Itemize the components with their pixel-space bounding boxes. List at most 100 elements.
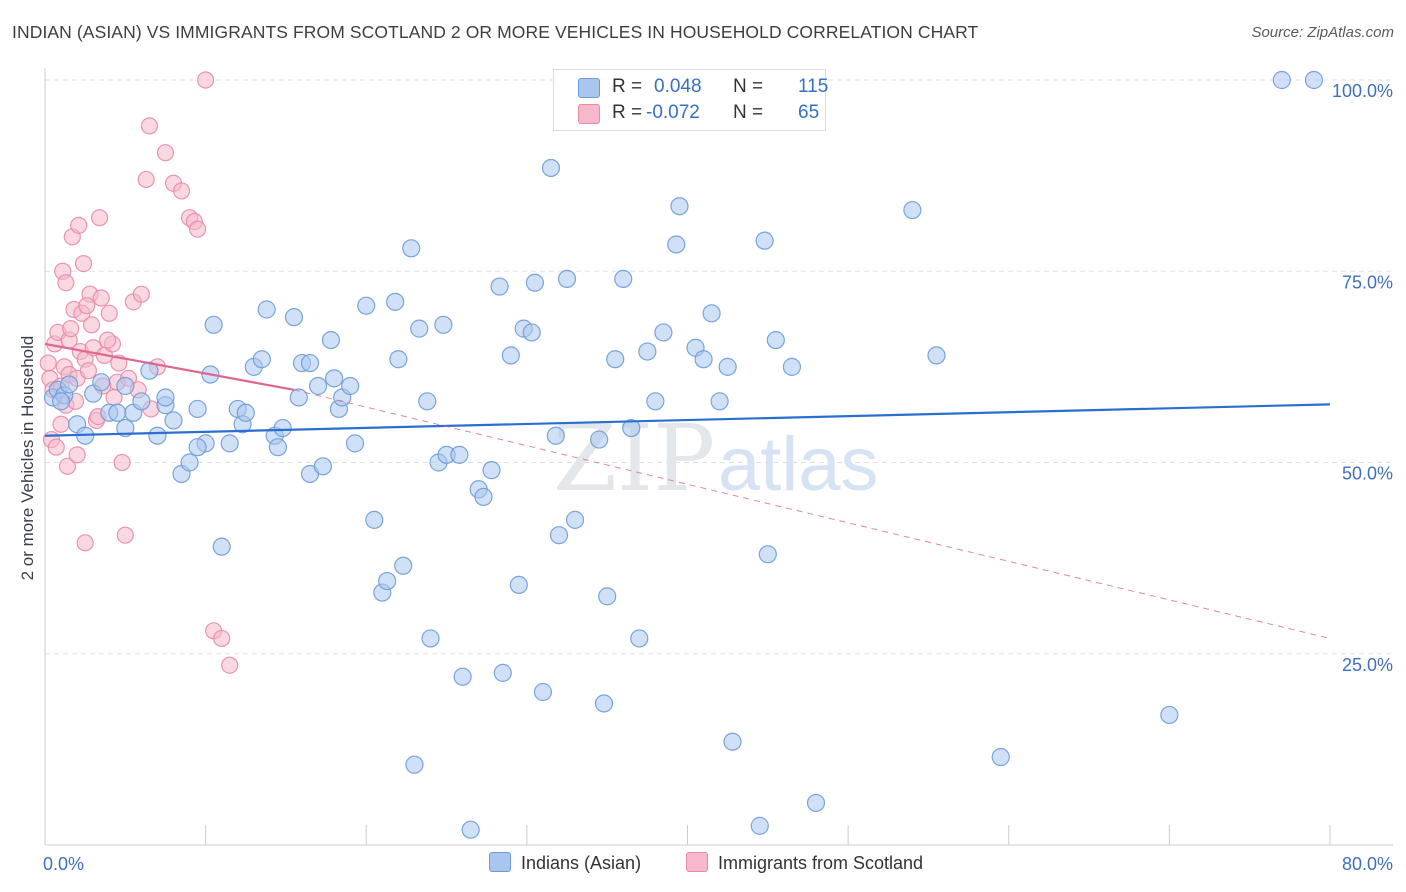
point-scotland bbox=[93, 290, 109, 306]
point-indians bbox=[366, 511, 383, 528]
point-indians bbox=[502, 347, 519, 364]
point-scotland bbox=[198, 72, 214, 88]
point-indians bbox=[326, 370, 343, 387]
scatter-chart: ZIP atlas 25.0%50.0%75.0%100.0%0.0% 80.0% bbox=[0, 0, 1406, 892]
point-indians bbox=[133, 393, 150, 410]
point-scotland bbox=[58, 275, 74, 291]
point-indians bbox=[253, 351, 270, 368]
point-indians bbox=[165, 412, 182, 429]
point-indians bbox=[724, 733, 741, 750]
point-indians bbox=[1273, 72, 1290, 89]
legend-label-scotland: Immigrants from Scotland bbox=[718, 853, 923, 873]
point-indians bbox=[668, 236, 685, 253]
point-scotland bbox=[133, 286, 149, 302]
point-scotland bbox=[53, 416, 69, 432]
point-indians bbox=[411, 320, 428, 337]
point-scotland bbox=[190, 221, 206, 237]
point-indians bbox=[462, 821, 479, 838]
point-indians bbox=[523, 324, 540, 341]
point-scotland bbox=[92, 210, 108, 226]
point-indians bbox=[615, 270, 632, 287]
point-scotland bbox=[69, 447, 85, 463]
swatch-indians bbox=[578, 78, 600, 98]
point-indians bbox=[1305, 72, 1322, 89]
point-indians bbox=[322, 332, 339, 349]
legend-swatch-indians bbox=[489, 852, 511, 872]
point-indians bbox=[379, 573, 396, 590]
point-indians bbox=[567, 511, 584, 528]
point-indians bbox=[109, 404, 126, 421]
point-indians bbox=[542, 159, 559, 176]
point-indians bbox=[285, 309, 302, 326]
x-tick-label: 80.0% bbox=[1342, 854, 1393, 874]
point-indians bbox=[61, 376, 78, 393]
point-indians bbox=[258, 301, 275, 318]
point-scotland bbox=[214, 630, 230, 646]
point-indians bbox=[213, 538, 230, 555]
point-indians bbox=[269, 439, 286, 456]
point-indians bbox=[189, 400, 206, 417]
point-indians bbox=[751, 817, 768, 834]
point-indians bbox=[639, 343, 656, 360]
legend-item-indians[interactable]: Indians (Asian) bbox=[489, 852, 641, 874]
point-indians bbox=[205, 316, 222, 333]
point-indians bbox=[390, 351, 407, 368]
point-indians bbox=[491, 278, 508, 295]
point-indians bbox=[454, 668, 471, 685]
point-indians bbox=[483, 462, 500, 479]
point-indians bbox=[534, 684, 551, 701]
point-indians bbox=[599, 588, 616, 605]
point-indians bbox=[671, 198, 688, 215]
r-value-indians: 0.048 bbox=[654, 76, 702, 98]
point-indians bbox=[783, 358, 800, 375]
point-indians bbox=[551, 527, 568, 544]
point-indians bbox=[494, 664, 511, 681]
point-indians bbox=[347, 435, 364, 452]
point-indians bbox=[904, 202, 921, 219]
r-label: R = bbox=[612, 76, 642, 98]
point-indians bbox=[631, 630, 648, 647]
point-scotland bbox=[80, 363, 96, 379]
point-scotland bbox=[79, 298, 95, 314]
point-scotland bbox=[141, 118, 157, 134]
point-scotland bbox=[77, 535, 93, 551]
n-label: N = bbox=[733, 102, 763, 124]
y-tick-label: 50.0% bbox=[1342, 464, 1393, 484]
r-label: R = bbox=[612, 102, 642, 124]
point-scotland bbox=[117, 527, 133, 543]
point-indians bbox=[647, 393, 664, 410]
y-tick-label: 75.0% bbox=[1342, 272, 1393, 292]
n-value-scotland: 65 bbox=[798, 102, 819, 124]
point-scotland bbox=[100, 332, 116, 348]
r-value-scotland: -0.072 bbox=[646, 102, 700, 124]
point-indians bbox=[526, 274, 543, 291]
point-indians bbox=[1161, 706, 1178, 723]
x-tick-label: 0.0% bbox=[43, 854, 84, 874]
point-indians bbox=[237, 404, 254, 421]
point-indians bbox=[559, 270, 576, 287]
point-indians bbox=[595, 695, 612, 712]
point-scotland bbox=[40, 355, 56, 371]
point-scotland bbox=[76, 256, 92, 272]
point-indians bbox=[342, 378, 359, 395]
point-indians bbox=[149, 427, 166, 444]
point-scotland bbox=[222, 657, 238, 673]
legend-item-scotland[interactable]: Immigrants from Scotland bbox=[686, 852, 923, 874]
point-scotland bbox=[48, 439, 64, 455]
point-indians bbox=[358, 297, 375, 314]
point-indians bbox=[403, 240, 420, 257]
watermark-atlas: atlas bbox=[718, 422, 879, 507]
point-indians bbox=[547, 427, 564, 444]
stats-box: R = 0.048 N = 115 R = -0.072 N = 65 bbox=[553, 69, 826, 131]
point-indians bbox=[387, 293, 404, 310]
point-indians bbox=[591, 431, 608, 448]
y-tick-label: 25.0% bbox=[1342, 655, 1393, 675]
point-indians bbox=[302, 355, 319, 372]
y-tick-label: 100.0% bbox=[1332, 81, 1393, 101]
point-indians bbox=[395, 557, 412, 574]
point-indians bbox=[435, 316, 452, 333]
point-indians bbox=[759, 546, 776, 563]
point-indians bbox=[992, 749, 1009, 766]
point-scotland bbox=[157, 145, 173, 161]
swatch-scotland bbox=[578, 104, 600, 124]
